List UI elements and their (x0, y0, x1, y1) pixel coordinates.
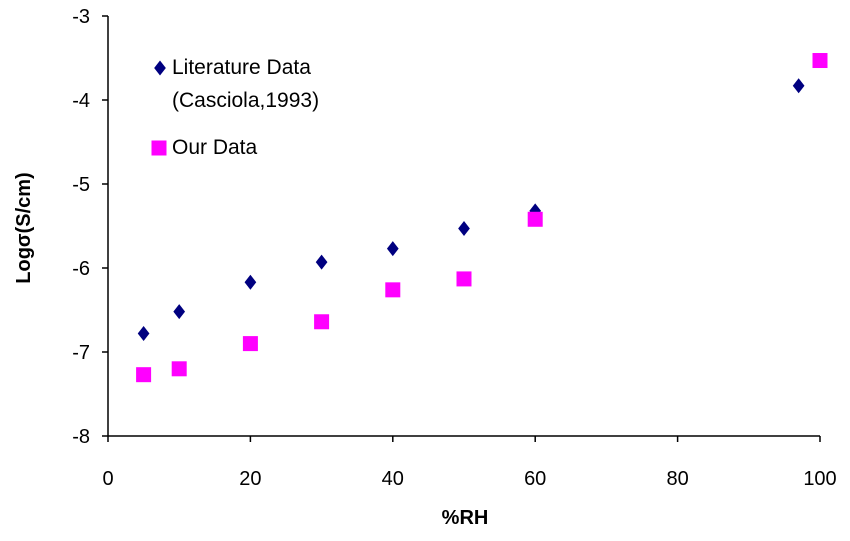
legend: Literature Data (Casciola,1993) Our Data (151, 56, 319, 159)
data-point (242, 336, 258, 352)
data-point (136, 367, 152, 383)
x-tick-label: 20 (239, 468, 261, 490)
y-tick-label: -5 (72, 174, 90, 196)
data-points (136, 53, 828, 383)
legend-item: Literature Data (Casciola,1993) (154, 56, 319, 112)
legend-label: (Casciola,1993) (172, 89, 319, 112)
y-tick-label: -3 (72, 6, 90, 28)
legend-item: Our Data (151, 136, 258, 159)
x-tick-label: 0 (102, 468, 113, 490)
legend-label: Our Data (172, 136, 258, 159)
y-tick-label: -7 (72, 342, 90, 364)
x-tick-label: 60 (524, 468, 546, 490)
legend-marker (154, 60, 166, 76)
data-point (456, 271, 472, 287)
x-tick-label: 40 (382, 468, 404, 490)
y-tick-label: -4 (72, 90, 90, 112)
legend-label: Literature Data (172, 56, 311, 79)
data-point (792, 78, 805, 94)
y-tick-label: -6 (72, 258, 90, 280)
series-literature (137, 78, 805, 342)
data-point (173, 304, 186, 320)
ticks: -8 -7 -6 -5 -4 -3 0 20 40 60 80 100 (72, 6, 836, 490)
series-our-data (136, 53, 828, 383)
data-point (315, 254, 328, 270)
data-point (812, 53, 828, 69)
y-tick-label: -8 (72, 426, 90, 448)
y-axis-title: Logσ(S/cm) (13, 172, 35, 283)
data-point (386, 241, 399, 257)
data-point (385, 282, 401, 298)
data-point (458, 221, 470, 237)
data-point (244, 274, 257, 290)
data-point (314, 314, 330, 330)
data-point (171, 361, 187, 377)
x-axis-title: %RH (442, 507, 489, 529)
data-point (527, 211, 543, 227)
axes (107, 16, 820, 437)
x-tick-label: 100 (803, 468, 836, 490)
legend-marker (151, 140, 167, 156)
x-tick-label: 80 (666, 468, 688, 490)
data-point (137, 326, 150, 342)
